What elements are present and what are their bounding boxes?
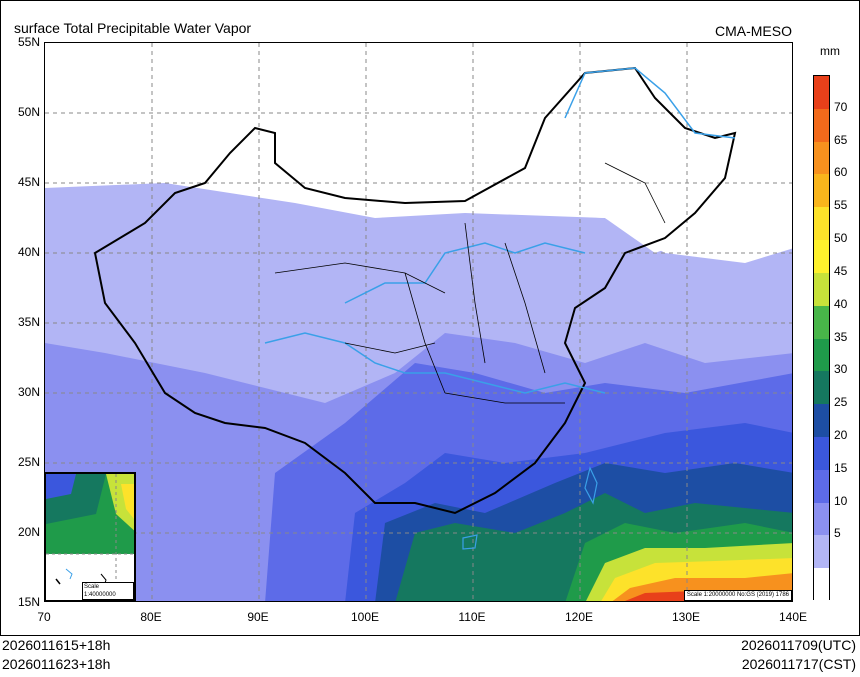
precipitable-water-map (45, 43, 792, 601)
lon-label-100e: 100E (350, 610, 380, 624)
lat-label-35n: 35N (17, 315, 40, 329)
colorbar-label: 50 (834, 231, 848, 246)
lon-label-140e: 140E (778, 610, 808, 624)
colorbar-segment (814, 568, 829, 602)
lat-label-45n: 45N (17, 175, 40, 189)
colorbar-label: 40 (834, 296, 848, 311)
inset-scale-note: Scale 1:40000000 (82, 582, 134, 600)
colorbar-segment (814, 305, 829, 339)
colorbar-segment (814, 436, 829, 471)
colorbar (813, 75, 830, 602)
colorbar-label: 20 (834, 427, 848, 442)
valid-time-utc: 2026011709(UTC) (741, 637, 856, 653)
colorbar-segment (814, 240, 829, 274)
colorbar-segment (814, 108, 829, 143)
colorbar-unit: mm (820, 44, 840, 58)
colorbar-label: 10 (834, 493, 848, 508)
colorbar-label: 60 (834, 165, 848, 180)
colorbar-label: 70 (834, 99, 848, 114)
lon-label-70: 70 (37, 610, 51, 624)
colorbar-segment (814, 502, 829, 536)
province-borders (274, 162, 666, 404)
colorbar-label: 55 (834, 198, 848, 213)
dry-north-region (165, 71, 735, 253)
colorbar-segment (814, 141, 829, 175)
init-time-cst: 2026011623+18h (2, 656, 111, 672)
model-source-label: CMA-MESO (715, 23, 792, 39)
colorbar-label: 25 (834, 395, 848, 410)
colorbar-segment (814, 404, 829, 438)
colorbar-segment (814, 338, 829, 372)
lat-label-50n: 50N (17, 105, 40, 119)
colorbar-segment (814, 535, 829, 569)
colorbar-segment (814, 76, 829, 110)
lon-label-130e: 130E (671, 610, 701, 624)
colorbar-segment (814, 207, 829, 241)
yellow-river (344, 242, 586, 304)
map-scale-note: Scale 1:20000000 No:GS (2019) 1786 (683, 590, 792, 601)
yangtze-river (264, 332, 606, 394)
colorbar-segment (814, 469, 829, 504)
map-plot-area: Scale 1:20000000 No:GS (2019) 1786 (44, 42, 793, 602)
colorbar-segment (814, 174, 829, 208)
colorbar-label: 35 (834, 329, 848, 344)
colorbar-label: 5 (834, 526, 841, 541)
lon-label-110e: 110E (458, 610, 486, 624)
colorbar-label: 15 (834, 460, 848, 475)
init-time-utc: 2026011615+18h (2, 637, 111, 653)
lat-label-55n: 55N (17, 35, 40, 49)
lon-label-120e: 120E (564, 610, 594, 624)
south-china-sea-inset: Scale 1:40000000 (44, 472, 136, 602)
graticule (45, 43, 792, 601)
hainan-outline (462, 534, 478, 550)
colorbar-label: 45 (834, 263, 848, 278)
map-title: surface Total Precipitable Water Vapor (14, 20, 252, 36)
lat-label-30n: 30N (17, 385, 40, 399)
lat-label-20n: 20N (17, 525, 40, 539)
taiwan-outline (584, 466, 598, 505)
lat-label-25n: 25N (17, 455, 40, 469)
heilong-river (564, 67, 736, 139)
lon-label-80e: 80E (140, 610, 162, 624)
china-border (93, 66, 737, 515)
lat-label-40n: 40N (17, 245, 40, 259)
inset-map (46, 474, 134, 600)
colorbar-label: 30 (834, 362, 848, 377)
valid-time-cst: 2026011717(CST) (741, 656, 856, 672)
colorbar-segment (814, 272, 829, 307)
lat-label-15n: 15N (17, 595, 40, 609)
colorbar-segment (814, 371, 829, 405)
lon-label-90e: 90E (247, 610, 269, 624)
colorbar-label: 65 (834, 132, 848, 147)
